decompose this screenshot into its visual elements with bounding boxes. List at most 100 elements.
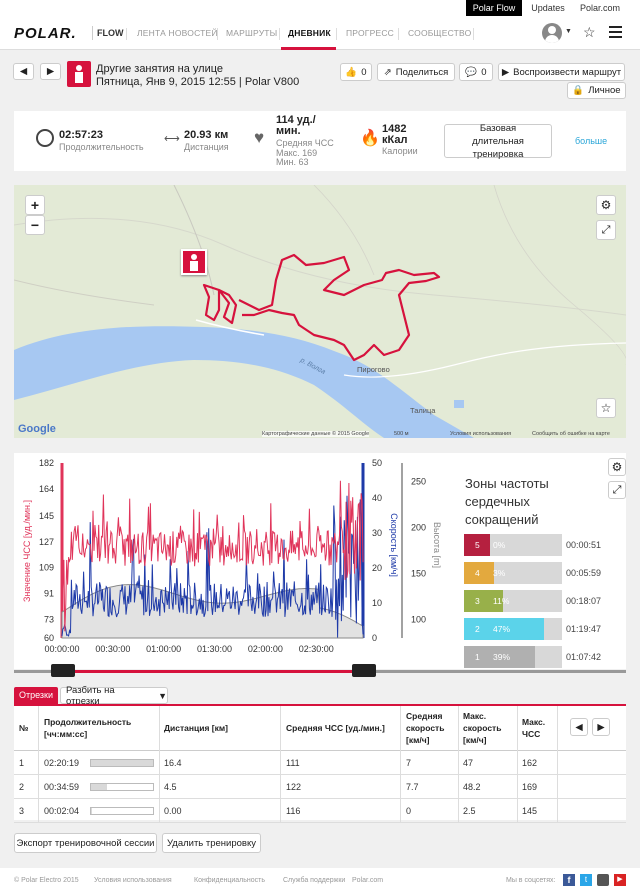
start-marker-icon[interactable] [181,249,207,275]
more-link[interactable]: больше [575,136,608,146]
hr-speed-altitude-chart[interactable]: 1821641451271099173605040302010025020015… [14,453,626,669]
speed-tick-label: 50 [372,458,382,468]
altitude-tick-label: 250 [411,476,426,486]
zone-number-block [464,562,490,584]
prev-session-button[interactable]: ◀ [13,63,34,80]
chart-settings-gear-icon[interactable]: ⚙ [608,458,626,476]
chevron-down-icon[interactable]: ▼ [565,28,572,35]
tab-laps[interactable]: Отрезки [14,687,58,704]
privacy-button[interactable]: 🔒 Личное [567,82,626,99]
map-favorite-star-icon[interactable]: ☆ [596,398,616,418]
zone-percent: 3% [493,568,506,578]
hr-tick-label: 182 [39,458,54,468]
range-selected [62,670,364,673]
replay-route-button[interactable]: ▶ Воспроизвести маршрут [498,63,625,81]
hr-tick-label: 145 [39,511,54,521]
polar-flow-link[interactable]: Polar Flow [466,0,522,16]
river [14,326,474,438]
col-distance: Дистанция [км] [164,723,229,733]
facebook-icon[interactable]: f [563,874,575,886]
zone-number: 1 [475,652,480,662]
youtube-icon[interactable]: ▶ [614,874,626,886]
table-prev-button[interactable]: ◀ [570,718,588,736]
duration-label: Продолжительность [59,142,144,152]
speed-tick-label: 40 [372,493,382,503]
kcal-label: Калории [382,146,418,156]
logo-divider [92,26,93,40]
share-icon: ⇗ [383,66,392,78]
menu-icon[interactable] [609,23,622,41]
split-dropdown[interactable]: Разбить на отрезки ▼ [60,685,168,707]
map-report-link[interactable]: Сообщить об ошибке на карте [532,431,610,437]
updates-link[interactable]: Updates [531,3,565,13]
footer-terms-link[interactable]: Условия использования [94,877,172,884]
session-title: Другие занятия на улице [96,63,224,75]
table-row[interactable]: 1 02:20:19 16.4 111 7 47 162 [14,751,626,775]
footer-polar-link[interactable]: Polar.com [352,877,384,884]
stats-card: 02:57:23 Продолжительность ⟷ 20.93 км Ди… [14,111,626,171]
hr-series [61,480,364,632]
chart-card: 182 164 145 127 109 91 73 60 50 40 30 20 10 0 250 200 15… [14,453,626,669]
zone-fill-bar [490,562,494,584]
lock-icon: 🔒 [572,85,585,96]
range-handle-start[interactable] [51,664,75,677]
footer-privacy-link[interactable]: Конфиденциальность [194,877,266,884]
next-session-button[interactable]: ▶ [40,63,61,80]
chart-fullscreen-icon[interactable]: ⤢ [608,481,626,499]
zone-time: 00:05:59 [566,568,602,578]
distance-label: Дистанция [184,142,229,152]
sport-icon [67,61,91,87]
zone-number: 2 [475,624,480,634]
share-button[interactable]: ⇗ Поделиться [377,63,455,81]
duration-bar [90,807,154,815]
nav-progress[interactable]: ПРОГРЕСС [346,28,395,38]
cell-avg-speed: 0 [406,806,412,816]
nav-routes[interactable]: МАРШРУТЫ [226,28,278,38]
cell-duration: 02:20:19 [44,758,80,768]
export-session-button[interactable]: Экспорт тренировочной сессии [14,833,157,853]
hr-tick-label: 60 [44,633,54,643]
cell-max-speed: 47 [463,758,474,768]
cell-max-hr: 169 [522,782,538,792]
table-row[interactable]: 3 00:02:04 0.00 116 0 2.5 145 [14,799,626,823]
zone-time: 00:00:51 [566,540,602,550]
range-handle-end[interactable] [352,664,376,677]
col-avg-speed: Средняя скорость [км/ч] [406,711,445,745]
map-fullscreen-icon[interactable]: ⤢ [596,220,616,240]
comment-button[interactable]: 💬 0 [459,63,493,81]
nav-diary[interactable]: ДНЕВНИК [288,28,331,38]
table-next-button[interactable]: ▶ [592,718,610,736]
flow-label: FLOW [97,28,124,38]
delete-session-button[interactable]: Удалить тренировку [162,833,261,853]
footer-social-label: Мы в соцсетях: [506,877,556,884]
polar-logo[interactable]: POLAR. [14,25,77,42]
hr-tick-label: 127 [39,537,54,547]
nav-community[interactable]: СООБЩЕСТВО [408,28,472,38]
village-label-1: Пирогово [357,365,390,374]
cell-distance: 16.4 [164,758,182,768]
hr-tick-label: 91 [44,589,54,599]
duration-bar-fill [91,760,153,766]
hr-tick-label: 164 [39,484,54,494]
map-settings-gear-icon[interactable]: ⚙ [596,195,616,215]
map-attribution: Картографические данные © 2015 Google [262,431,370,437]
footer-support-link[interactable]: Служба поддержки [283,877,346,884]
zoom-in-button[interactable]: + [25,195,45,215]
polar-com-link[interactable]: Polar.com [579,3,621,13]
route-map[interactable]: + − ⚙ ⤢ ☆ р. Волга Пирогово Талица Googl… [14,185,626,438]
like-button[interactable]: 👍 0 [340,63,372,81]
instagram-icon[interactable] [597,874,609,886]
cell-n: 1 [19,758,25,768]
x-tick-label: 00:30:00 [95,644,130,654]
zoom-out-button[interactable]: − [25,215,45,235]
training-benefit-button[interactable]: Базовая длительная тренировка [444,123,552,160]
star-icon[interactable]: ☆ [583,24,596,40]
map-canvas [14,185,626,438]
map-terms-link[interactable]: Условия использования [450,431,512,437]
nav-news[interactable]: ЛЕНТА НОВОСТЕЙ [137,28,218,38]
table-row[interactable]: 2 00:34:59 4.5 122 7.7 48.2 169 [14,775,626,799]
twitter-icon[interactable]: t [580,874,592,886]
google-logo: Google [18,423,56,435]
avatar[interactable] [542,23,562,43]
zone-number-block [464,590,490,612]
